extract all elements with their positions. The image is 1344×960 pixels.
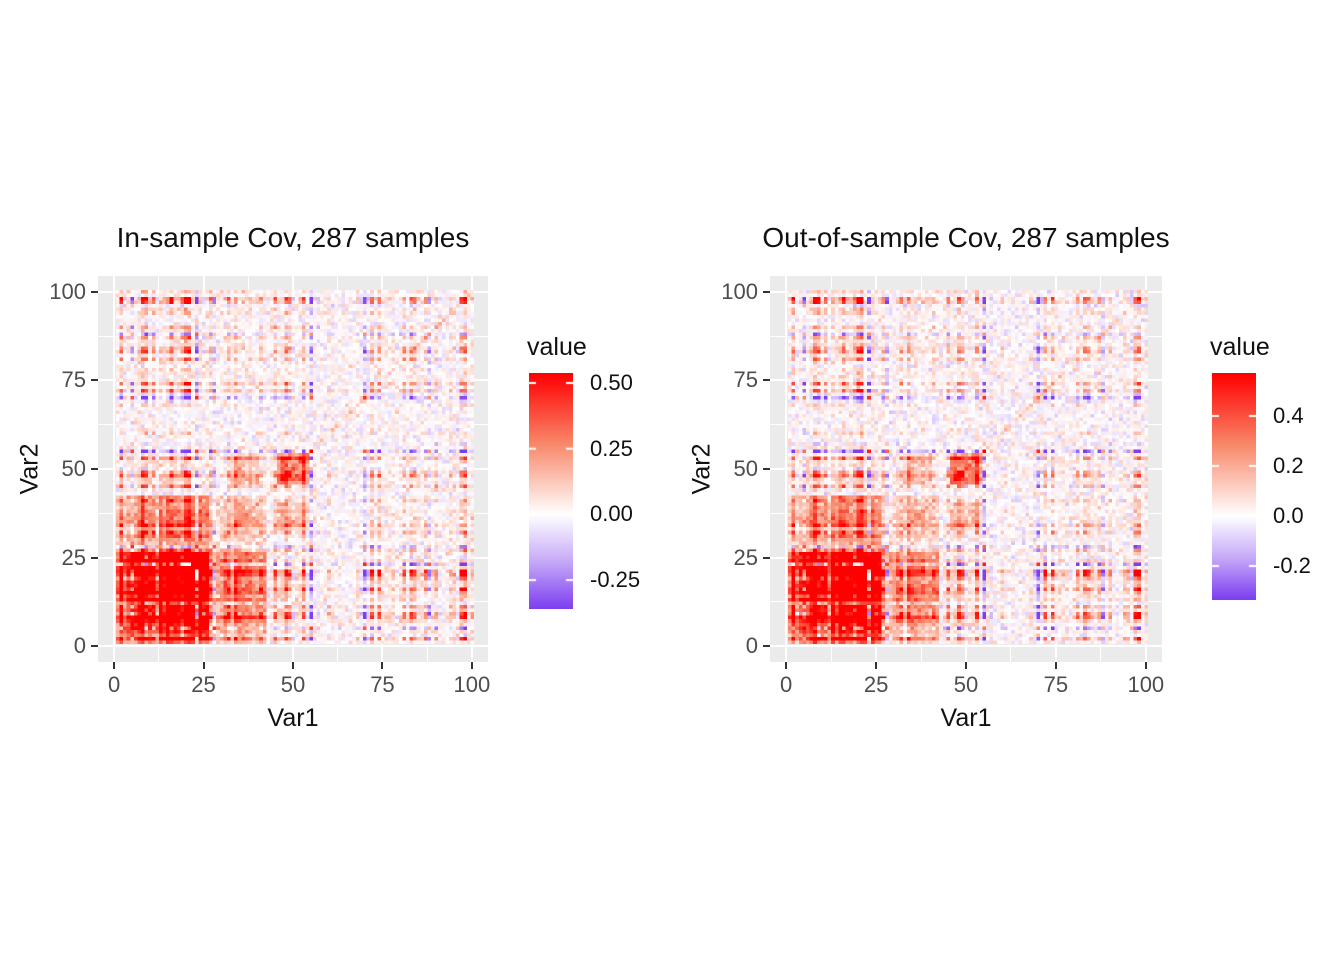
- x-tick-mark: [202, 662, 205, 669]
- x-tick-label: 100: [453, 672, 491, 697]
- y-tick-label: 100: [49, 278, 86, 304]
- plot-panel: [98, 276, 488, 662]
- x-axis-title: Var1: [940, 704, 992, 732]
- y-tick-mark: [763, 556, 770, 559]
- heatmap-canvas: [115, 290, 474, 645]
- x-tick-mark: [1144, 662, 1147, 669]
- x-tick-label: 25: [191, 672, 216, 697]
- legend-colorbar: [1212, 373, 1256, 600]
- x-tick-mark: [292, 662, 294, 669]
- plot-panel: [770, 276, 1162, 662]
- legend-title: value: [527, 333, 587, 361]
- y-tick-mark: [91, 556, 98, 559]
- heatmap-canvas: [787, 290, 1148, 645]
- legend-tick-label: 0.00: [590, 501, 633, 527]
- y-tick-label: 0: [73, 633, 86, 659]
- legend-tick-label: 0.4: [1273, 403, 1304, 428]
- y-tick-label: 75: [733, 367, 758, 393]
- y-tick-label: 25: [61, 544, 86, 570]
- x-tick-label: 75: [1043, 672, 1069, 697]
- plot-title: In-sample Cov, 287 samples: [116, 222, 470, 253]
- y-tick-label: 25: [733, 544, 758, 570]
- y-tick-label: 0: [745, 633, 758, 659]
- x-tick-mark: [381, 662, 384, 669]
- legend-tick-label: 0.2: [1273, 453, 1304, 478]
- y-tick-mark: [763, 290, 770, 293]
- legend-tick-label: -0.25: [590, 567, 641, 593]
- x-tick-mark: [965, 662, 967, 669]
- y-tick-label: 75: [61, 367, 86, 393]
- y-tick-label: 50: [733, 456, 758, 481]
- x-tick-label: 0: [780, 672, 793, 697]
- legend-title: value: [1210, 333, 1270, 361]
- y-tick-mark: [91, 468, 98, 470]
- y-tick-mark: [91, 290, 98, 293]
- x-tick-mark: [470, 662, 473, 669]
- y-tick-label: 50: [61, 456, 86, 481]
- x-tick-label: 0: [107, 672, 121, 697]
- x-tick-label: 50: [280, 672, 306, 697]
- x-tick-mark: [1054, 662, 1057, 669]
- x-tick-label: 50: [953, 672, 979, 697]
- y-tick-label: 100: [721, 278, 758, 304]
- x-tick-label: 75: [370, 672, 395, 697]
- x-tick-label: 100: [1127, 672, 1165, 697]
- y-tick-mark: [763, 379, 770, 382]
- legend-tick-label: 0.50: [590, 369, 633, 395]
- x-tick-mark: [785, 662, 788, 669]
- y-tick-mark: [91, 645, 98, 648]
- x-tick-label: 25: [863, 672, 889, 697]
- legend-tick-label: -0.2: [1273, 553, 1311, 578]
- x-axis-title: Var1: [267, 704, 319, 732]
- y-tick-mark: [763, 468, 770, 470]
- plot-title: Out-of-sample Cov, 287 samples: [762, 222, 1170, 253]
- x-tick-mark: [875, 662, 878, 669]
- y-tick-mark: [91, 379, 98, 382]
- legend-colorbar: [529, 373, 573, 609]
- x-tick-mark: [113, 662, 116, 669]
- legend-tick-label: 0.0: [1273, 503, 1304, 528]
- y-tick-mark: [763, 645, 770, 648]
- legend-tick-label: 0.25: [590, 435, 633, 461]
